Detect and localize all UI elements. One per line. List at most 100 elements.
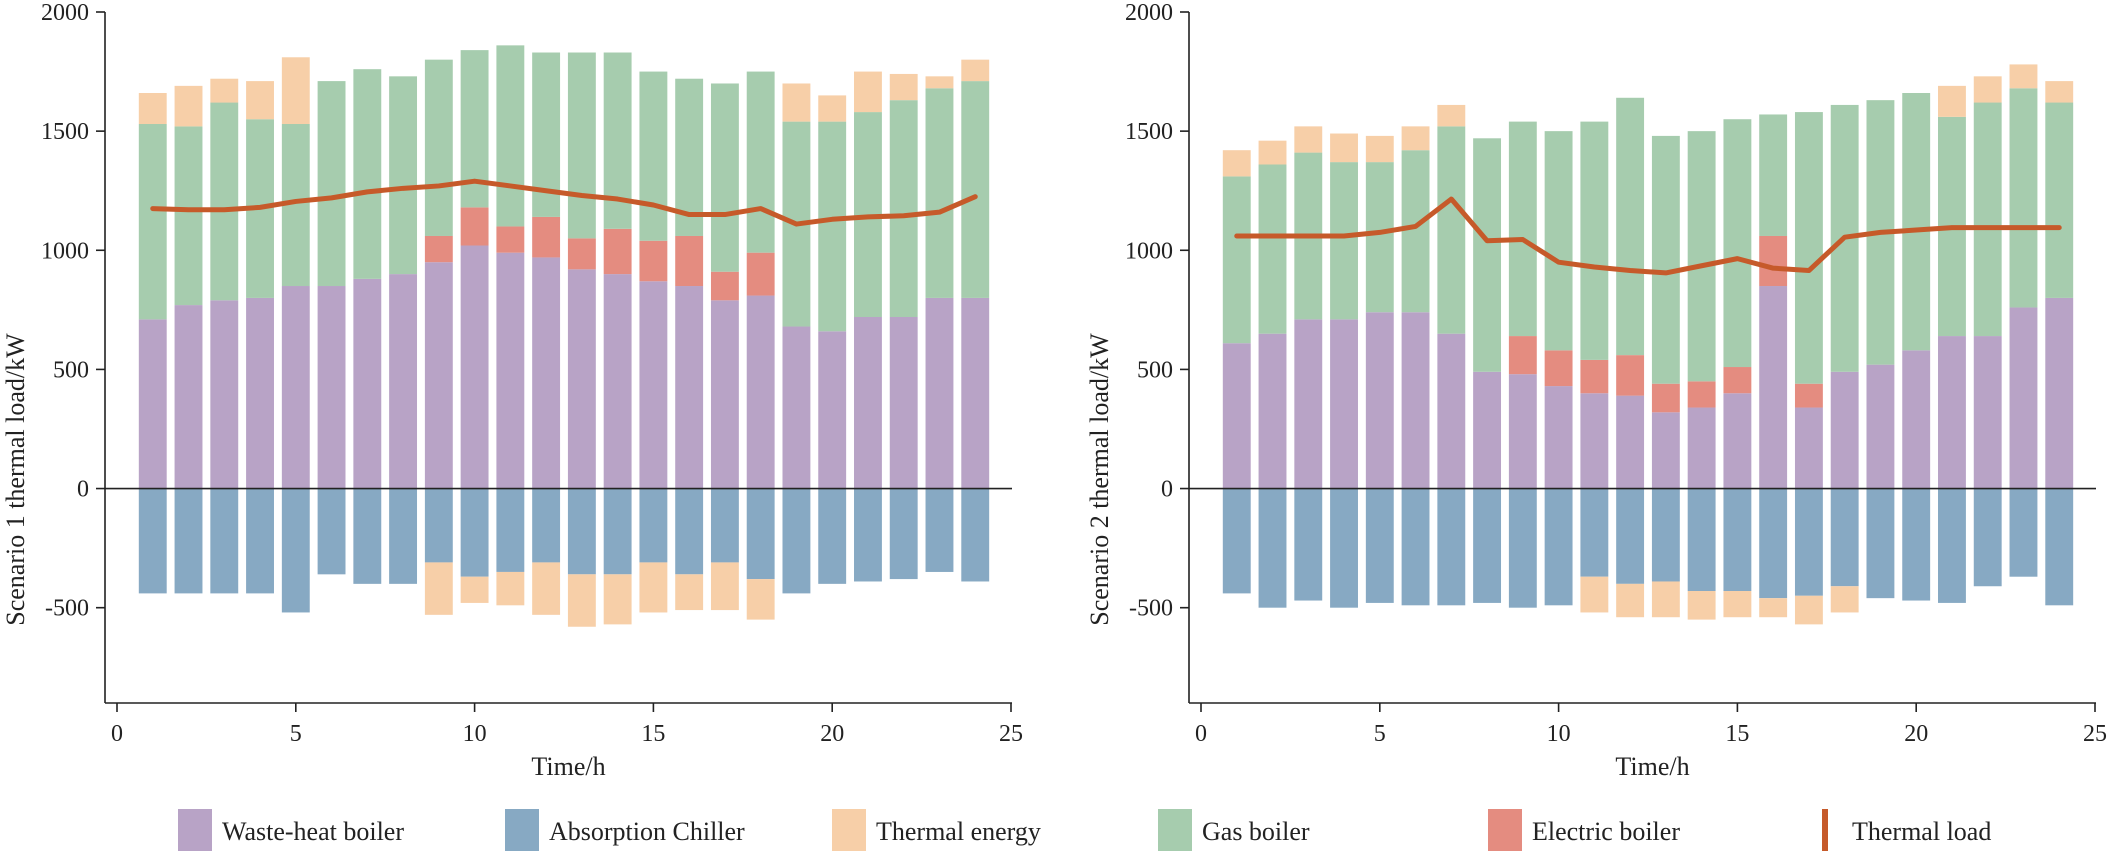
- bar-thermal-energy-t23: [2009, 64, 2038, 89]
- bar-electric-boiler-t17: [710, 271, 739, 301]
- bar-electric-boiler-t10: [460, 207, 489, 246]
- bar-gas-boiler-t1: [1222, 176, 1251, 344]
- bar-gas-boiler-t9: [1508, 121, 1537, 337]
- bar-gas-boiler-t18: [746, 71, 775, 253]
- bar-electric-boiler-t9: [1508, 336, 1537, 375]
- bar-absorption-chiller-t6: [317, 488, 346, 575]
- bar-absorption-chiller-t16: [1759, 488, 1788, 599]
- bar-waste-heat-boiler-t19: [782, 326, 811, 489]
- bar-absorption-chiller-t19: [1866, 488, 1895, 599]
- bar-thermal-energy-t15: [639, 562, 668, 613]
- bar-gas-boiler-t3: [210, 102, 239, 301]
- bar-waste-heat-boiler-t4: [246, 297, 274, 489]
- bar-absorption-chiller-t5: [1365, 488, 1394, 603]
- chart-scenario-2: -500 0 500 1000 1500 2000 0 5 10 15 20 25 Time/h Scen…: [1085, 0, 2107, 781]
- bar-thermal-energy-t3: [1294, 126, 1323, 153]
- bar-thermal-energy-t22: [889, 73, 918, 101]
- bar-absorption-chiller-t18: [1830, 488, 1859, 587]
- bar-absorption-chiller-t4: [246, 488, 274, 594]
- bar-gas-boiler-t14: [1687, 131, 1716, 382]
- bar-electric-boiler-t12: [532, 216, 561, 258]
- bar-absorption-chiller-t12: [532, 488, 561, 563]
- bar-gas-boiler-t17: [1794, 112, 1823, 384]
- bar-waste-heat-boiler-t1: [1222, 343, 1251, 489]
- legend-label: Thermal load: [1852, 817, 1991, 846]
- bar-absorption-chiller-t7: [353, 488, 382, 584]
- bar-gas-boiler-t20: [818, 121, 847, 332]
- bar-gas-boiler-t23: [925, 88, 954, 298]
- legend-swatch: [832, 809, 866, 851]
- x-tick-label: 10: [463, 721, 487, 747]
- bar-absorption-chiller-t22: [889, 488, 918, 580]
- legend-label: Thermal energy: [876, 817, 1041, 846]
- legend-label: Electric boiler: [1532, 817, 1680, 846]
- bar-electric-boiler-t16: [1759, 235, 1788, 287]
- bar-absorption-chiller-t4: [1330, 488, 1358, 608]
- bar-waste-heat-boiler-t17: [710, 300, 739, 489]
- x-axis-label: Time/h: [1615, 752, 1689, 781]
- bar-absorption-chiller-t11: [496, 488, 525, 572]
- bar-thermal-energy-t2: [1258, 140, 1287, 165]
- y-tick-label: 500: [1137, 357, 1173, 383]
- bar-gas-boiler-t13: [567, 52, 596, 239]
- y-tick-label: 2000: [41, 0, 89, 26]
- legend: Waste-heat boiler Absorption Chiller Therm…: [178, 809, 1991, 851]
- bar-waste-heat-boiler-t5: [1365, 312, 1394, 489]
- x-tick-label: 5: [290, 721, 302, 747]
- bar-waste-heat-boiler-t18: [746, 295, 775, 489]
- bar-thermal-energy-t16: [675, 574, 704, 611]
- bar-absorption-chiller-t16: [675, 488, 704, 575]
- bar-thermal-energy-t21: [854, 71, 882, 113]
- bar-thermal-energy-t22: [1973, 76, 2002, 103]
- bar-thermal-energy-t10: [460, 576, 489, 603]
- bar-waste-heat-boiler-t8: [1473, 371, 1502, 489]
- bar-absorption-chiller-t6: [1401, 488, 1430, 606]
- bars: [1222, 64, 2074, 625]
- bar-waste-heat-boiler-t16: [675, 286, 704, 489]
- bar-thermal-energy-t5: [1365, 135, 1394, 163]
- legend-line-swatch: [1822, 809, 1828, 851]
- bar-gas-boiler-t7: [353, 69, 382, 279]
- bar-thermal-energy-t16: [1759, 598, 1788, 618]
- bar-absorption-chiller-t8: [1473, 488, 1502, 603]
- bar-gas-boiler-t16: [1759, 114, 1788, 236]
- y-tick-label: 1000: [41, 238, 89, 264]
- bar-thermal-energy-t9: [424, 562, 453, 615]
- x-tick-label: 0: [1195, 721, 1207, 747]
- bar-thermal-energy-t1: [1222, 150, 1251, 177]
- legend-item-absorption-chiller: Absorption Chiller: [505, 809, 745, 851]
- bar-gas-boiler-t17: [710, 83, 739, 272]
- bar-absorption-chiller-t19: [782, 488, 811, 594]
- bar-waste-heat-boiler-t21: [854, 316, 882, 489]
- thermal-load-line: [150, 178, 978, 227]
- legend-swatch: [178, 809, 212, 851]
- bar-gas-boiler-t13: [1651, 135, 1680, 384]
- bar-waste-heat-boiler-t9: [1508, 374, 1537, 489]
- bar-electric-boiler-t14: [603, 228, 632, 275]
- y-tick-label: 0: [77, 477, 89, 503]
- x-tick-label: 20: [820, 721, 844, 747]
- bar-thermal-energy-t18: [746, 579, 775, 620]
- bar-absorption-chiller-t15: [639, 488, 668, 563]
- bar-absorption-chiller-t20: [818, 488, 847, 584]
- bar-waste-heat-boiler-t13: [567, 269, 596, 489]
- bar-waste-heat-boiler-t23: [2009, 307, 2038, 489]
- bar-gas-boiler-t24: [961, 81, 990, 298]
- bar-absorption-chiller-t3: [1294, 488, 1323, 601]
- bar-absorption-chiller-t9: [424, 488, 453, 563]
- bar-waste-heat-boiler-t19: [1866, 364, 1895, 489]
- bar-waste-heat-boiler-t2: [174, 305, 203, 489]
- bar-waste-heat-boiler-t24: [961, 297, 990, 489]
- bar-electric-boiler-t11: [496, 226, 525, 253]
- bar-gas-boiler-t5: [1365, 162, 1394, 313]
- x-tick-label: 15: [1725, 721, 1749, 747]
- bar-thermal-energy-t11: [496, 571, 525, 606]
- bar-gas-boiler-t8: [1473, 138, 1502, 372]
- bar-waste-heat-boiler-t15: [1723, 393, 1752, 489]
- bar-thermal-energy-t4: [1330, 133, 1358, 163]
- bar-thermal-energy-t15: [1723, 591, 1752, 618]
- bar-waste-heat-boiler-t17: [1794, 407, 1823, 489]
- bar-thermal-energy-t23: [925, 76, 954, 89]
- bar-absorption-chiller-t3: [210, 488, 239, 594]
- y-tick-label: 1500: [41, 119, 89, 145]
